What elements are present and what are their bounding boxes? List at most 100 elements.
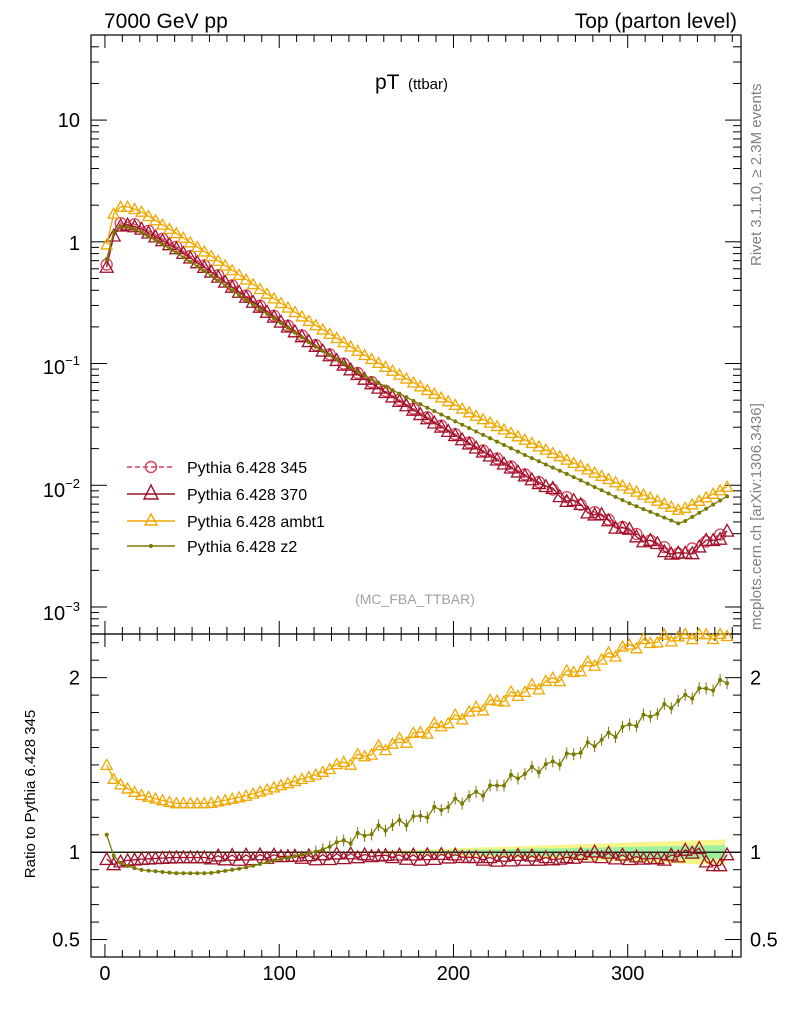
- main-point-p370-76: [628, 528, 645, 543]
- ratio-point-z2-57: [502, 783, 507, 788]
- ratio-point-z2-52: [467, 794, 472, 799]
- main-point-ambt1-61: [525, 436, 539, 449]
- ratio-point-z2-60: [522, 772, 527, 777]
- ratio-frame: [90, 633, 742, 958]
- main-point-p370-0: [99, 259, 115, 273]
- ratio-point-z2-83: [683, 692, 688, 697]
- main-point-ambt1-13: [190, 240, 204, 253]
- main-point-z2-0: [104, 257, 109, 262]
- main-point-p370-67: [566, 492, 582, 507]
- main-point-z2-38: [369, 377, 374, 382]
- main-point-z2-51: [460, 422, 465, 427]
- ratio-point-z2-87: [711, 688, 716, 693]
- ratio-point-z2-16: [216, 869, 221, 874]
- ratio-point-z2-12: [188, 871, 193, 876]
- main-point-p370-79: [649, 535, 665, 550]
- main-point-p370-50: [447, 427, 463, 442]
- ratio-point-p370-1: [106, 856, 122, 871]
- main-line-z2: [106, 225, 728, 525]
- ratio-point-z2-36: [355, 831, 360, 836]
- ratio-point-z2-75: [627, 722, 632, 727]
- main-point-ambt1-57: [497, 422, 511, 435]
- legend-marker-p345: [144, 460, 158, 474]
- ratio-point-z2-2: [118, 860, 123, 865]
- main-point-p370-58: [503, 459, 519, 474]
- main-point-z2-17: [223, 283, 228, 288]
- main-point-ambt1-35: [344, 339, 358, 352]
- main-point-z2-82: [676, 521, 681, 526]
- ratio-point-z2-18: [230, 867, 235, 872]
- ratio-point-ambt1-44: [406, 726, 420, 738]
- ratio-ytick-label-right-1: 1: [750, 842, 761, 864]
- main-point-z2-24: [271, 316, 276, 321]
- ratio-point-z2-89: [725, 681, 730, 686]
- ratio-point-z2-44: [411, 814, 416, 819]
- main-point-p345-68: [574, 498, 587, 511]
- main-point-z2-84: [690, 514, 695, 519]
- main-point-p370-46: [419, 410, 435, 425]
- main-point-z2-87: [711, 502, 716, 507]
- main-point-z2-57: [502, 442, 507, 447]
- main-point-p370-80: [656, 543, 672, 558]
- main-point-z2-25: [278, 321, 283, 326]
- ratio-line-p370: [106, 847, 728, 867]
- main-point-z2-7: [153, 238, 158, 243]
- main-point-ambt1-34: [337, 335, 351, 348]
- main-point-p370-30: [308, 338, 324, 353]
- main-point-z2-41: [390, 388, 395, 393]
- main-point-p370-52: [461, 435, 477, 450]
- ratio-point-z2-48: [439, 808, 444, 813]
- ratio-point-ambt1-9: [162, 795, 177, 808]
- ratio-point-p370-36: [350, 849, 366, 864]
- ratio-point-z2-62: [536, 770, 541, 775]
- main-point-ambt1-71: [594, 469, 609, 481]
- ratio-point-p370-49: [440, 849, 456, 864]
- main-point-ambt1-51: [455, 401, 469, 414]
- main-point-z2-35: [348, 365, 353, 370]
- ratio-point-ambt1-13: [190, 796, 204, 809]
- ratio-point-z2-63: [543, 762, 548, 767]
- ratio-point-z2-29: [306, 851, 311, 856]
- ratio-point-p370-81: [663, 847, 679, 861]
- ratio-point-p370-40: [377, 847, 394, 862]
- main-point-z2-45: [418, 402, 423, 407]
- ratio-point-z2-13: [195, 871, 200, 876]
- main-point-ambt1-42: [392, 367, 407, 380]
- main-point-ambt1-30: [309, 318, 323, 331]
- ratio-point-p370-41: [384, 849, 401, 864]
- ratio-point-p370-0: [99, 851, 115, 866]
- main-point-ambt1-64: [546, 446, 560, 459]
- main-point-ambt1-5: [134, 204, 149, 217]
- main-point-z2-27: [292, 330, 297, 335]
- ratio-point-z2-40: [383, 828, 388, 833]
- ratio-point-ambt1-36: [351, 747, 365, 760]
- main-point-p345-2: [114, 217, 127, 230]
- main-point-ambt1-41: [385, 363, 400, 376]
- main-point-p370-49: [440, 423, 456, 438]
- ratio-point-z2-24: [271, 858, 276, 863]
- main-point-p370-56: [489, 451, 505, 466]
- main-point-p370-78: [642, 532, 658, 547]
- ytick-label-1: 1: [69, 233, 80, 255]
- main-point-p370-63: [538, 478, 554, 493]
- main-point-z2-50: [453, 419, 458, 424]
- ratio-point-p370-34: [336, 850, 352, 865]
- main-point-z2-29: [306, 340, 311, 345]
- main-point-ambt1-2: [114, 200, 128, 212]
- ratio-point-p370-76: [628, 848, 645, 863]
- ratio-point-p370-75: [621, 851, 638, 866]
- ratio-point-p370-14: [196, 849, 212, 864]
- main-point-z2-3: [125, 224, 130, 229]
- legend-label-p345: Pythia 6.428 345: [187, 460, 307, 477]
- ratio-point-z2-86: [704, 686, 709, 691]
- ytick-label-0.001: 10−3: [43, 599, 80, 625]
- ratio-point-ambt1-62: [532, 682, 546, 695]
- main-point-p345-88: [713, 528, 727, 541]
- ratio-point-ambt1-68: [574, 664, 588, 677]
- ratio-point-z2-30: [313, 849, 318, 854]
- main-point-ambt1-20: [239, 272, 253, 285]
- main-point-p370-21: [245, 294, 261, 308]
- main-point-p370-4: [126, 218, 143, 233]
- ratio-point-p370-66: [559, 849, 575, 864]
- main-point-z2-65: [557, 468, 562, 473]
